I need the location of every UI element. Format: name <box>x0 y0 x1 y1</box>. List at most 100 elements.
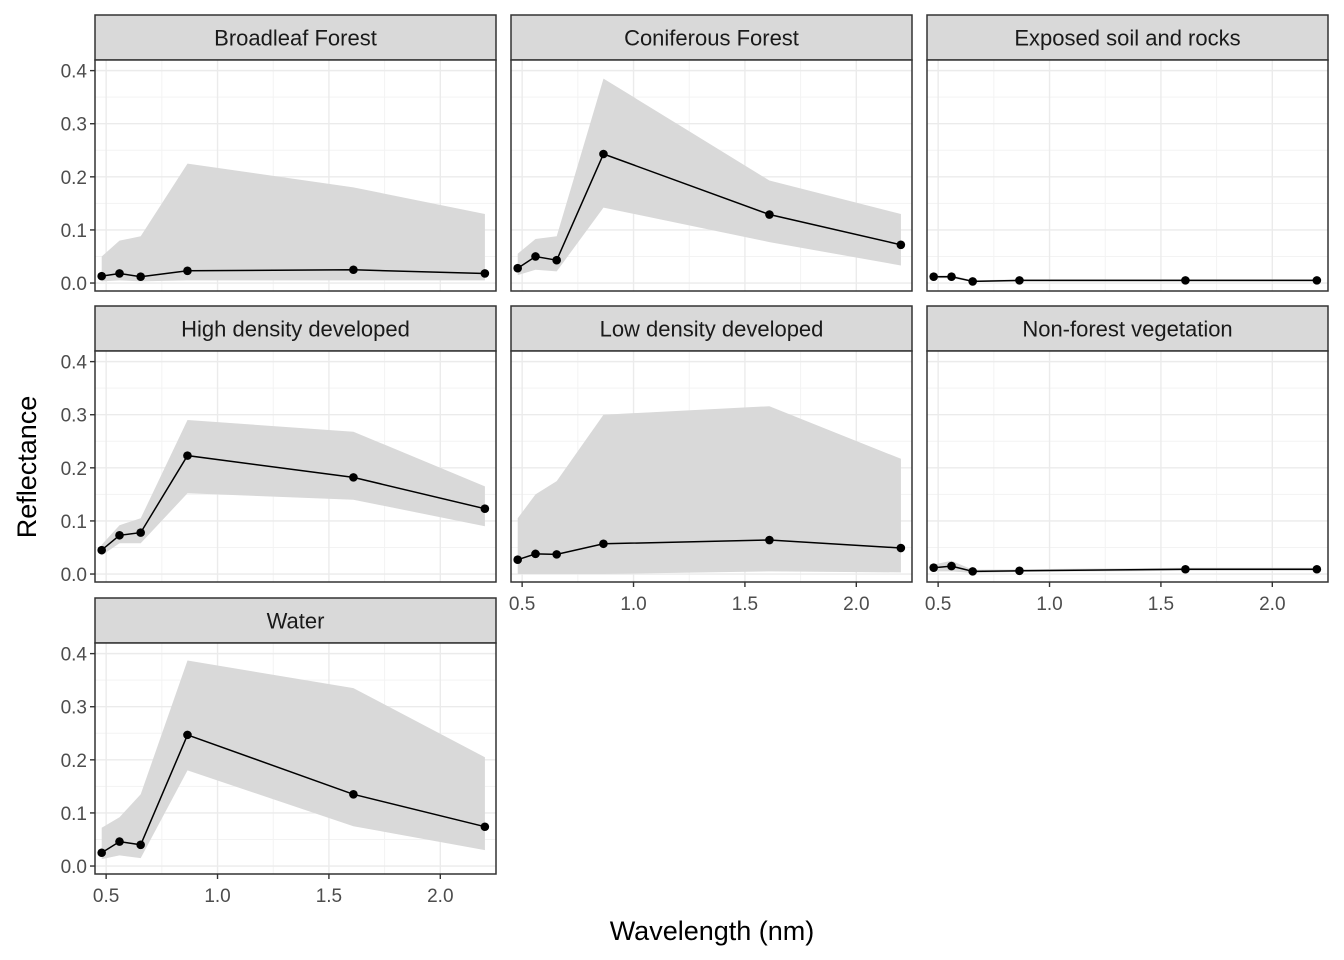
panel-border <box>510 350 913 583</box>
y-tick-label: 0.0 <box>61 857 87 878</box>
facet-strip <box>94 305 497 352</box>
data-point <box>97 545 106 555</box>
y-tick-label: 0.2 <box>61 168 87 189</box>
x-axis-title: Wavelength (nm) <box>610 916 815 946</box>
data-point <box>1015 566 1024 576</box>
y-axis-title: Reflectance <box>12 396 42 539</box>
data-point <box>115 530 124 540</box>
data-point <box>1181 276 1190 285</box>
panel-border <box>926 350 1329 583</box>
data-point <box>183 266 192 276</box>
data-point <box>968 277 977 286</box>
facet-strip-label: Water <box>267 609 325 634</box>
y-tick-label: 0.2 <box>61 751 87 772</box>
facet-strip <box>94 597 497 644</box>
data-point <box>513 555 522 564</box>
facet-strip-label: Broadleaf Forest <box>214 26 377 51</box>
facet-panel: High density developed 0.0 0.1 0.2 0.3 0.4 <box>61 305 497 586</box>
data-point <box>349 790 358 799</box>
data-point <box>136 272 145 281</box>
data-point <box>947 561 956 571</box>
ribbon-area <box>101 420 485 556</box>
x-tick-label: 2.0 <box>843 594 869 615</box>
data-point <box>513 263 522 273</box>
data-point <box>929 272 938 281</box>
data-point <box>349 473 358 482</box>
data-point <box>480 269 490 278</box>
data-point <box>183 730 192 740</box>
y-tick-label: 0.4 <box>61 645 88 666</box>
data-point <box>349 265 358 275</box>
x-tick-label: 2.0 <box>1259 594 1285 615</box>
data-point <box>1181 564 1190 574</box>
facet-panel: Broadleaf Forest 0.0 0.1 0.2 0.3 0.4 <box>61 14 497 295</box>
x-tick-label: 1.5 <box>1148 594 1174 615</box>
facet-strip-label: Low density developed <box>600 317 824 342</box>
data-point <box>896 543 906 553</box>
ribbon-area <box>517 78 901 276</box>
y-tick-label: 0.1 <box>61 512 87 533</box>
data-point <box>1015 276 1024 285</box>
x-axis-layer: 0.5 1.0 1.5 2.0 0.5 1.0 1.5 2.0 0.5 1.0 1.5 2.0 <box>93 582 1286 907</box>
panel-border <box>510 59 913 292</box>
panel-border <box>94 59 497 292</box>
data-point <box>183 451 192 460</box>
x-tick-label: 2.0 <box>427 886 453 907</box>
facet-strip <box>926 305 1329 352</box>
x-tick-label: 1.5 <box>732 594 758 615</box>
ribbon-area <box>101 660 485 860</box>
data-point <box>97 271 106 281</box>
facet-strip <box>94 14 497 61</box>
facet-strip <box>510 14 913 61</box>
facet-panel: Water 0.0 0.1 0.2 0.3 0.4 <box>61 597 497 878</box>
data-point <box>599 539 608 549</box>
panel-border <box>94 642 497 875</box>
y-tick-label: 0.3 <box>61 406 87 427</box>
x-tick-label: 0.5 <box>925 594 951 615</box>
data-point <box>929 563 938 572</box>
facet-strip <box>926 14 1329 61</box>
data-point <box>136 840 145 850</box>
data-point <box>115 837 124 846</box>
data-point <box>1312 564 1322 574</box>
data-point <box>599 149 608 159</box>
data-point <box>480 504 490 514</box>
panel-border <box>94 350 497 583</box>
facet-strip-label: High density developed <box>181 317 410 342</box>
ribbon-area <box>101 163 485 282</box>
y-tick-label: 0.4 <box>61 62 88 83</box>
y-tick-label: 0.1 <box>61 221 87 242</box>
data-point <box>947 272 956 281</box>
x-tick-label: 0.5 <box>509 594 535 615</box>
y-tick-label: 0.0 <box>61 565 87 586</box>
panels-layer: Broadleaf Forest 0.0 0.1 0.2 0.3 0.4 Coniferou… <box>61 14 1329 878</box>
panel-border <box>926 59 1329 292</box>
facet-strip <box>510 305 913 352</box>
data-point <box>136 528 145 537</box>
y-tick-label: 0.2 <box>61 459 87 480</box>
data-point <box>531 549 540 559</box>
data-point <box>968 567 977 576</box>
y-tick-label: 0.3 <box>61 115 87 136</box>
data-point <box>531 252 540 261</box>
x-tick-label: 0.5 <box>93 886 119 907</box>
data-point <box>1312 276 1322 285</box>
facet-panel: Exposed soil and rocks <box>926 14 1329 292</box>
x-tick-label: 1.5 <box>316 886 342 907</box>
y-tick-label: 0.0 <box>61 274 87 295</box>
facet-strip-label: Exposed soil and rocks <box>1014 26 1240 51</box>
data-point <box>115 269 124 278</box>
facet-strip-label: Non-forest vegetation <box>1022 317 1232 342</box>
data-point <box>896 240 906 250</box>
data-point <box>552 255 561 265</box>
x-tick-label: 1.0 <box>204 886 230 907</box>
y-tick-label: 0.4 <box>61 353 88 374</box>
y-tick-label: 0.3 <box>61 698 87 719</box>
y-tick-label: 0.1 <box>61 804 87 825</box>
data-point <box>552 550 561 559</box>
x-tick-label: 1.0 <box>620 594 646 615</box>
data-point <box>765 535 774 545</box>
data-point <box>765 210 774 219</box>
facet-panel: Low density developed <box>510 305 913 583</box>
